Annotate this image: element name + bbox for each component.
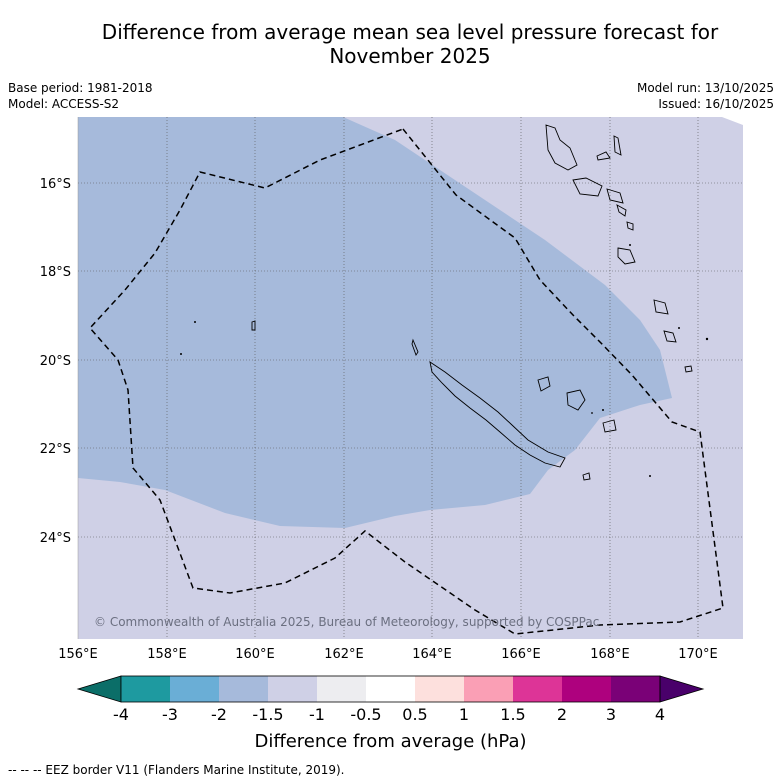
- lat-label: 18°S: [40, 265, 71, 280]
- colorbar-segment: [611, 676, 660, 702]
- colorbar-tick-label: 2: [556, 705, 568, 724]
- colorbar-segment: [464, 676, 513, 702]
- chart-title-line-1: Difference from average mean sea level p…: [101, 20, 719, 44]
- colorbar-segment: [121, 676, 170, 702]
- vanuatu-islands: [545, 124, 578, 171]
- base-period: Base period: 1981-2018: [8, 81, 153, 95]
- colorbar-title: Difference from average (hPa): [254, 731, 527, 752]
- lon-label: 160°E: [235, 647, 275, 662]
- map-corner: [722, 117, 743, 125]
- lat-label: 24°S: [40, 531, 71, 546]
- colorbar-segment: [170, 676, 219, 702]
- lon-label: 168°E: [590, 647, 630, 662]
- colorbar-segment: [366, 676, 415, 702]
- lon-label: 158°E: [147, 647, 187, 662]
- lat-label: 22°S: [40, 442, 71, 457]
- map-area-medium: [78, 117, 672, 528]
- colorbar-tick-label: -1: [309, 705, 325, 724]
- colorbar-tick-label: -0.5: [350, 705, 382, 724]
- colorbar-extend-min: [76, 675, 122, 703]
- coastlines: [251, 124, 693, 481]
- colorbar-outline: [120, 675, 661, 703]
- colorbar-tick-label: -3: [162, 705, 178, 724]
- eez-border: [88, 128, 724, 635]
- colorbar-tick-label: 0.5: [402, 705, 428, 724]
- colorbar-tick-label: -2: [211, 705, 227, 724]
- colorbar-tick-label: 3: [605, 705, 617, 724]
- gridlines: [78, 117, 743, 639]
- colorbar-extend-max: [659, 675, 705, 703]
- model-run: Model run: 13/10/2025: [636, 81, 774, 95]
- colorbar-segment: [317, 676, 366, 702]
- colorbar-segment: [268, 676, 317, 702]
- chart-title-line-2: November 2025: [329, 44, 491, 68]
- lat-label: 20°S: [40, 354, 71, 369]
- lon-label: 164°E: [412, 647, 452, 662]
- eez-footnote: -- -- -- EEZ border V11 (Flanders Marine…: [8, 763, 345, 777]
- colorbar-tick-label: -4: [113, 705, 129, 724]
- colorbar-segment: [219, 676, 268, 702]
- small-islands: [180, 244, 709, 477]
- colorbar-segment: [415, 676, 464, 702]
- lon-label: 170°E: [678, 647, 718, 662]
- model-name: Model: ACCESS-S2: [8, 97, 120, 111]
- issued-date: Issued: 16/10/2025: [658, 97, 774, 111]
- new-caledonia-island: [429, 361, 566, 468]
- lon-label: 156°E: [58, 647, 98, 662]
- colorbar-tick-label: 4: [654, 705, 666, 724]
- colorbar-tick-label: 1.5: [500, 705, 526, 724]
- colorbar-segment: [513, 676, 562, 702]
- colorbar-tick-label: 1: [458, 705, 470, 724]
- lat-label: 16°S: [40, 177, 71, 192]
- lon-label: 162°E: [324, 647, 364, 662]
- colorbar-tick-label: -1.5: [252, 705, 284, 724]
- colorbar-segment: [562, 676, 611, 702]
- lon-label: 166°E: [501, 647, 541, 662]
- colorbar: [76, 675, 705, 703]
- copyright-text: © Commonwealth of Australia 2025, Bureau…: [94, 615, 599, 629]
